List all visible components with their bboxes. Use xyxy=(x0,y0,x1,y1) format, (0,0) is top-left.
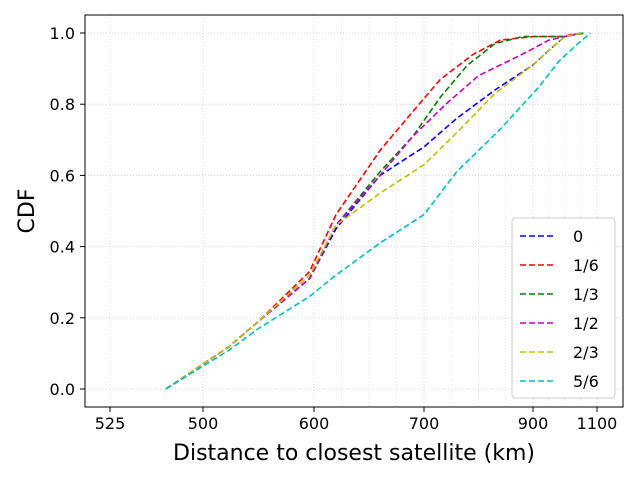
legend-label: 0 xyxy=(573,227,583,246)
grid xyxy=(85,15,623,407)
y-axis-label: CDF xyxy=(15,189,40,234)
series-line-1-2 xyxy=(165,32,582,390)
legend-label: 5/6 xyxy=(573,372,599,391)
legend-box xyxy=(511,217,616,399)
y-tick-label: 0.2 xyxy=(50,309,75,328)
series-line-2-3 xyxy=(165,32,582,390)
y-tick-label: 0.6 xyxy=(50,166,75,185)
x-tick-label: 525 xyxy=(95,414,126,433)
y-axis: 0.0 0.2 0.4 0.6 0.8 1.0 xyxy=(50,24,85,399)
x-tick-label: 1100 xyxy=(577,414,618,433)
legend-label: 1/3 xyxy=(573,285,599,304)
x-tick-label: 600 xyxy=(299,414,330,433)
y-tick-label: 0.0 xyxy=(50,380,75,399)
legend-label: 1/2 xyxy=(573,314,599,333)
series-lines xyxy=(165,32,592,390)
x-tick-label: 900 xyxy=(518,414,549,433)
series-line-0 xyxy=(165,32,582,390)
x-axis-label: Distance to closest satellite (km) xyxy=(173,441,535,466)
x-axis: 525 500 600 700 900 1100 xyxy=(95,407,618,433)
x-tick-label: 500 xyxy=(188,414,219,433)
x-tick-label: 700 xyxy=(409,414,440,433)
y-tick-label: 0.8 xyxy=(50,95,75,114)
legend-label: 2/3 xyxy=(573,343,599,362)
series-line-5-6 xyxy=(165,32,592,390)
y-tick-label: 1.0 xyxy=(50,24,75,43)
plot-frame xyxy=(84,14,624,408)
legend: 0 1/6 1/3 1/2 2/3 5/6 xyxy=(511,217,616,399)
legend-label: 1/6 xyxy=(573,256,599,275)
y-tick-label: 0.4 xyxy=(50,238,75,257)
